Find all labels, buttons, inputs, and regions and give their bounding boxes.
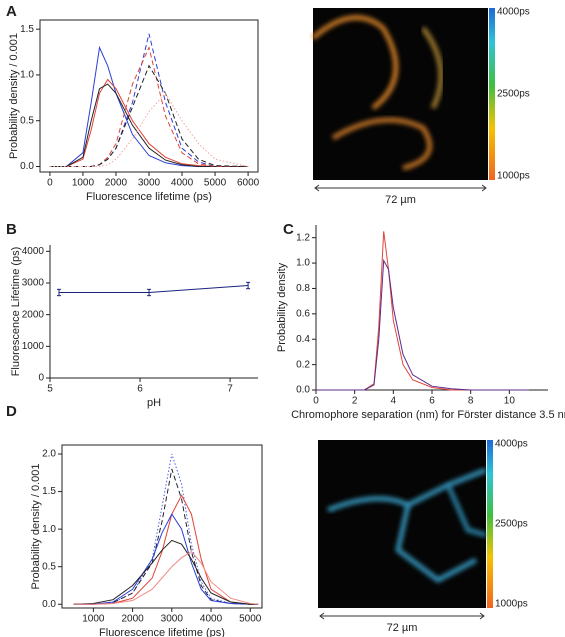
colorbar [487,440,493,608]
y-tick-label: 2.0 [42,449,56,460]
image-structure [445,483,487,538]
data-line [49,33,249,167]
x-tick-label: 5 [47,384,53,395]
plot-frame [61,444,263,609]
panel-letter: B [6,221,17,238]
x-tick-label: 4 [391,396,397,407]
y-tick-label: 0 [38,373,44,384]
image-structure [420,26,444,110]
x-tick-label: 5000 [239,614,262,625]
y-tick-label: 1.5 [42,486,56,497]
x-tick-label: 6 [137,384,143,395]
colorbar-label: 1000ps [497,171,530,182]
x-tick-label: 0 [313,396,319,407]
data-line [49,92,249,167]
y-tick-label: 4000 [22,246,45,257]
x-tick-label: 1000 [82,614,105,625]
x-tick-label: 5000 [204,178,227,189]
y-tick-label: 3000 [22,278,45,289]
x-tick-label: 10 [504,396,516,407]
x-tick-label: 3000 [138,178,161,189]
y-axis-label: Fluorescence Lifetime (ps) [10,247,22,377]
data-line [316,231,529,391]
colorbar-label: 4000ps [497,7,530,18]
x-tick-label: 2000 [105,178,128,189]
colorbar-label: 2500ps [495,519,528,530]
scale-label: 72 µm [387,622,418,634]
x-tick-label: 6 [429,396,435,407]
error-bar [147,288,152,297]
y-axis-label: Probability density / 0.001 [30,464,42,590]
x-tick-label: 7 [227,384,233,395]
data-line [73,539,259,605]
x-tick-label: 3000 [161,614,184,625]
data-line [316,258,529,391]
colorbar-label: 1000ps [495,599,528,610]
y-tick-label: 1.2 [296,232,310,243]
y-tick-label: 1.0 [42,524,56,535]
y-tick-label: 1.0 [296,258,310,269]
x-tick-label: 1000 [72,178,95,189]
data-line [73,494,259,605]
colorbar-label: 4000ps [495,439,528,450]
data-line [59,285,249,293]
x-tick-label: 4000 [171,178,194,189]
y-tick-label: 1.0 [20,70,34,81]
y-tick-label: 0.4 [296,334,310,345]
plot-frame [39,19,259,173]
y-tick-label: 0.0 [20,161,34,172]
x-axis-label: Fluorescence lifetime (ps) [99,627,225,637]
scale-arrow [314,184,487,192]
y-tick-label: 0.0 [296,385,310,396]
y-axis-label: Probability density [276,262,288,352]
y-tick-label: 2000 [22,309,45,320]
error-bar [57,288,62,297]
x-axis-label: pH [147,397,161,409]
x-axis-label: Chromophore separation (nm) for Förster … [291,409,565,421]
data-line [73,453,259,605]
colorbar-label: 2500ps [497,89,530,100]
y-tick-label: 1000 [22,341,45,352]
error-bar [246,281,251,290]
y-tick-label: 1.5 [20,24,34,35]
x-tick-label: 2000 [121,614,144,625]
x-tick-label: 2 [352,396,358,407]
y-tick-label: 0.8 [296,283,310,294]
y-axis-label: Probability density / 0.001 [8,33,20,159]
data-line [73,551,259,605]
x-tick-label: 4000 [200,614,223,625]
panel-letter: D [6,403,17,420]
y-tick-label: 0.2 [296,359,310,370]
scale-label: 72 µm [385,194,416,206]
image-structure [311,15,399,110]
x-axis-label: Fluorescence lifetime (ps) [86,191,212,203]
panel-letter: A [6,3,17,20]
y-tick-label: 0.0 [42,599,56,610]
image-structure [327,467,487,513]
y-tick-label: 0.5 [42,561,56,572]
x-tick-label: 0 [47,178,53,189]
panel-letter: C [283,221,294,238]
colorbar [489,8,495,180]
image-structure [395,504,478,583]
data-line [49,83,249,167]
y-tick-label: 0.5 [20,115,34,126]
data-line [49,64,249,167]
data-line [73,513,259,605]
x-tick-label: 8 [468,396,474,407]
x-tick-label: 6000 [237,178,260,189]
scale-arrow [319,612,485,620]
image-structure [331,117,433,171]
data-line [49,78,249,167]
microscopy-image [313,8,488,180]
y-tick-label: 0.6 [296,308,310,319]
